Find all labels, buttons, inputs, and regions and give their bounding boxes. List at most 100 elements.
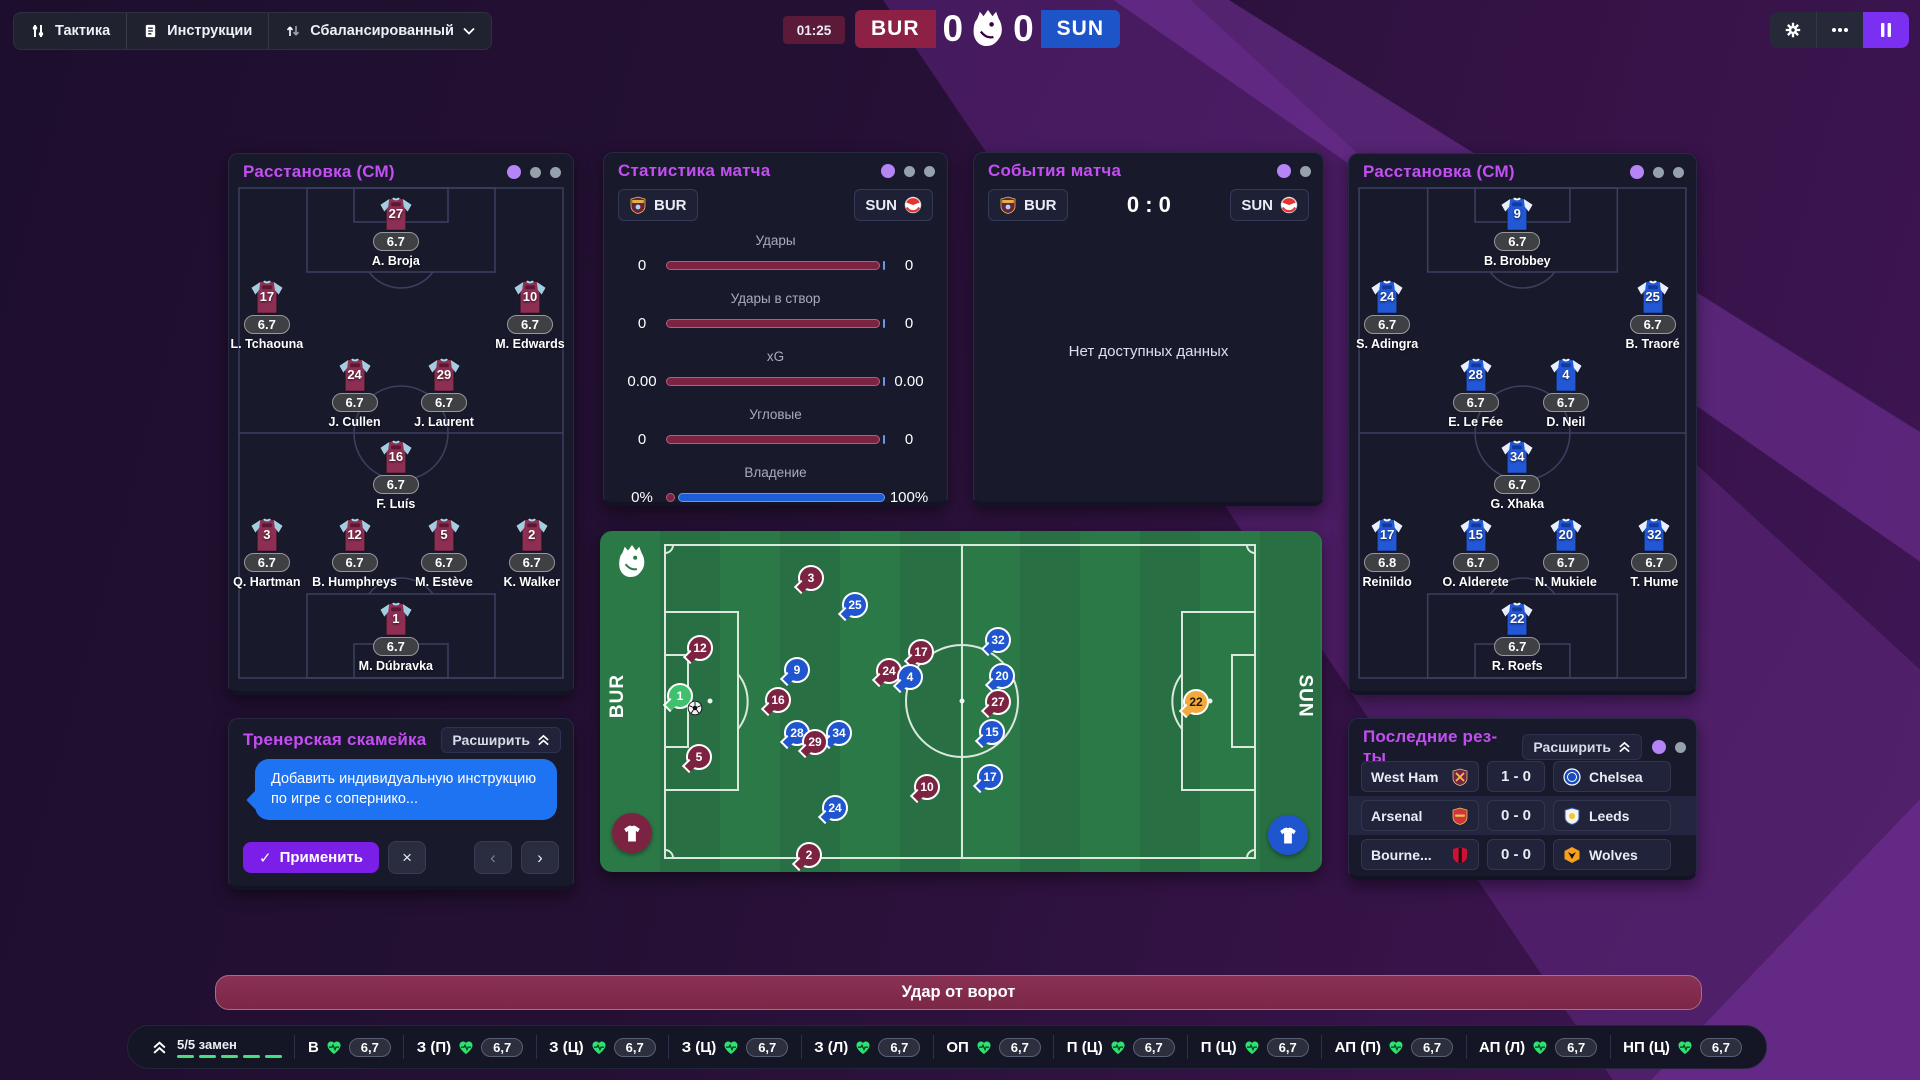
pitch-marker-home-10[interactable]: 10 (914, 774, 940, 800)
formation-player-2[interactable]: 2 6.7 K. Walker (484, 518, 580, 589)
formation-player-1[interactable]: 1 6.7 M. Dúbravka (348, 602, 444, 673)
bench-player-slot-10[interactable]: АП (Л) 6,7 (1479, 1037, 1598, 1057)
result-home-team[interactable]: West Ham (1361, 761, 1479, 792)
bench-expand-button[interactable]: Расширить (441, 727, 561, 753)
bench-player-slot-5[interactable]: З (Л) 6,7 (814, 1037, 921, 1057)
panel-window-dots[interactable] (1652, 740, 1686, 754)
formation-player-17[interactable]: 17 6.8 Reinildo (1339, 518, 1435, 589)
divider (1321, 1035, 1323, 1059)
pitch-marker-away-24[interactable]: 24 (822, 795, 848, 821)
player-shirt-icon: 5 (424, 518, 464, 552)
pitch-marker-home-2[interactable]: 2 (796, 842, 822, 868)
formation-player-28[interactable]: 28 6.7 E. Le Fée (1428, 358, 1524, 429)
formation-player-3[interactable]: 3 6.7 Q. Hartman (219, 518, 315, 589)
pitch-marker-home-3[interactable]: 3 (798, 565, 824, 591)
bench-player-slot-2[interactable]: З (П) 6,7 (417, 1037, 524, 1057)
player-rating: 6.7 (372, 637, 419, 656)
pitch-marker-away-9[interactable]: 9 (784, 657, 810, 683)
bench-player-slot-6[interactable]: ОП 6,7 (946, 1037, 1041, 1057)
stats-away-team[interactable]: SUN (854, 189, 933, 221)
formation-player-17[interactable]: 17 6.7 L. Tchaouna (219, 280, 315, 351)
panel-window-dots[interactable] (881, 164, 935, 178)
pitch-marker-home-29[interactable]: 29 (802, 729, 828, 755)
home-kit-button[interactable] (612, 813, 652, 853)
coach-suggestion-bubble[interactable]: Добавить индивидуальную инструкцию по иг… (255, 759, 557, 821)
player-rating: 6.7 (1452, 553, 1499, 572)
pitch-marker-home-27[interactable]: 27 (985, 689, 1011, 715)
bench-player-slot-9[interactable]: АП (П) 6,7 (1335, 1037, 1454, 1057)
more-options-button[interactable] (1816, 12, 1863, 48)
formation-player-5[interactable]: 5 6.7 M. Estève (396, 518, 492, 589)
next-suggestion-button[interactable]: › (521, 841, 559, 874)
bench-player-slot-1[interactable]: В 6,7 (308, 1037, 391, 1057)
result-row[interactable]: West Ham 1 - 0 Chelsea (1349, 757, 1696, 796)
formation-player-16[interactable]: 16 6.7 F. Luís (348, 440, 444, 511)
result-away-team[interactable]: Wolves (1553, 839, 1671, 870)
bottom-player-bar: 5/5 замен В 6,7 З (П) 6,7 З (Ц) 6,7 З (Ц) 6… (127, 1025, 1767, 1069)
pitch-marker-home-gk-1[interactable]: 1 (667, 683, 693, 709)
pitch-view: BUR SUN 3 25 32 12 17 9 24 4 20 1 16 27 22 28 34 15 29 5 1… (600, 531, 1322, 872)
tactics-button[interactable]: Тактика (14, 13, 126, 49)
formation-player-34[interactable]: 34 6.7 G. Xhaka (1469, 440, 1565, 511)
player-shirt-icon: 22 (1497, 602, 1537, 636)
pitch-marker-away-32[interactable]: 32 (985, 627, 1011, 653)
previous-suggestion-button[interactable]: ‹ (474, 841, 512, 874)
bench-player-slot-11[interactable]: НП (Ц) 6,7 (1623, 1037, 1742, 1057)
formation-player-22[interactable]: 22 6.7 R. Roefs (1469, 602, 1565, 673)
formation-player-24[interactable]: 24 6.7 J. Cullen (307, 358, 403, 429)
pitch-marker-away-25[interactable]: 25 (842, 592, 868, 618)
formation-player-25[interactable]: 25 6.7 B. Traoré (1605, 280, 1701, 351)
formation-player-15[interactable]: 15 6.7 O. Alderete (1428, 518, 1524, 589)
instructions-button[interactable]: Инструкции (126, 13, 268, 49)
formation-player-10[interactable]: 10 6.7 M. Edwards (482, 280, 578, 351)
result-away-team[interactable]: Chelsea (1553, 761, 1671, 792)
result-row[interactable]: Arsenal 0 - 0 Leeds (1349, 796, 1696, 835)
formation-player-9[interactable]: 9 6.7 B. Brobbey (1469, 197, 1565, 268)
results-expand-button[interactable]: Расширить (1522, 734, 1642, 760)
stats-home-team[interactable]: BUR (618, 189, 698, 221)
bench-player-slot-7[interactable]: П (Ц) 6,7 (1067, 1037, 1175, 1057)
settings-button[interactable] (1770, 12, 1816, 48)
formation-player-27[interactable]: 27 6.7 A. Broja (348, 197, 444, 268)
pitch-marker-away-15[interactable]: 15 (979, 719, 1005, 745)
dismiss-button[interactable]: × (388, 841, 427, 874)
pitch-marker-away-gk-22[interactable]: 22 (1183, 689, 1209, 715)
panel-window-dots[interactable] (1277, 164, 1311, 178)
player-number: 25 (1645, 289, 1660, 304)
pitch-marker-home-16[interactable]: 16 (765, 687, 791, 713)
bench-player-slot-8[interactable]: П (Ц) 6,7 (1201, 1037, 1309, 1057)
formation-player-24[interactable]: 24 6.7 S. Adingra (1339, 280, 1435, 351)
events-away-team[interactable]: SUN (1230, 189, 1309, 221)
formation-player-29[interactable]: 29 6.7 J. Laurent (396, 358, 492, 429)
player-number: 2 (528, 527, 536, 542)
result-away-team[interactable]: Leeds (1553, 800, 1671, 831)
pitch-marker-home-12[interactable]: 12 (687, 635, 713, 661)
away-kit-button[interactable] (1268, 815, 1308, 855)
pause-button[interactable] (1863, 12, 1909, 48)
pitch-marker-away-17[interactable]: 17 (977, 764, 1003, 790)
pitch-marker-home-17[interactable]: 17 (908, 639, 934, 665)
player-shirt-icon: 27 (376, 197, 416, 231)
pitch-marker-away-20[interactable]: 20 (989, 663, 1015, 689)
panel-window-dots[interactable] (1630, 165, 1684, 179)
formation-player-12[interactable]: 12 6.7 B. Humphreys (307, 518, 403, 589)
formation-player-32[interactable]: 32 6.7 T. Hume (1606, 518, 1702, 589)
result-home-team[interactable]: Bourne... (1361, 839, 1479, 870)
apply-button[interactable]: ✓ Применить (243, 842, 380, 873)
panel-window-dots[interactable] (507, 165, 561, 179)
result-row[interactable]: Bourne... 0 - 0 Wolves (1349, 835, 1696, 874)
result-home-team[interactable]: Arsenal (1361, 800, 1479, 831)
bench-player-slot-3[interactable]: З (Ц) 6,7 (549, 1037, 656, 1057)
bench-player-slot-4[interactable]: З (Ц) 6,7 (682, 1037, 789, 1057)
subs-remaining-dashes (177, 1054, 282, 1058)
pitch-marker-home-5[interactable]: 5 (686, 744, 712, 770)
formation-player-20[interactable]: 20 6.7 N. Mukiele (1518, 518, 1614, 589)
mentality-dropdown[interactable]: Сбалансированный (268, 13, 491, 49)
pitch-marker-away-4[interactable]: 4 (897, 664, 923, 690)
formation-player-4[interactable]: 4 6.7 D. Neil (1518, 358, 1614, 429)
player-shirt-icon: 1 (376, 602, 416, 636)
away-score: 0 (1013, 8, 1034, 49)
events-home-team[interactable]: BUR (988, 189, 1068, 221)
pitch-marker-away-34[interactable]: 34 (826, 720, 852, 746)
substitutions-toggle[interactable]: 5/5 замен (152, 1037, 282, 1058)
